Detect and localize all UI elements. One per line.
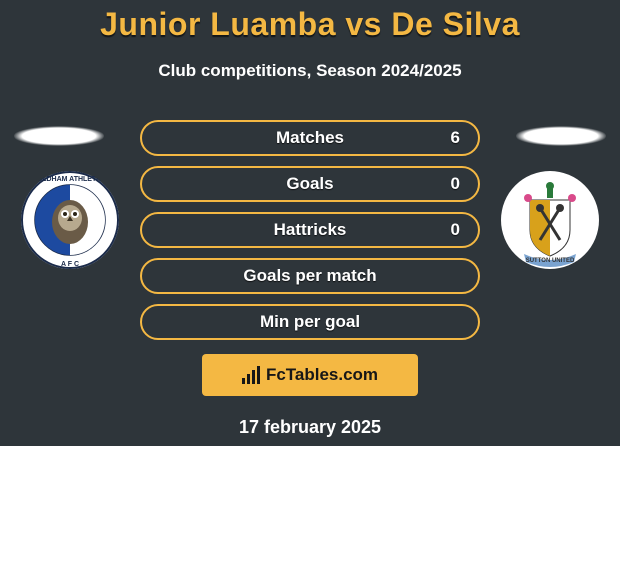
crest-left-badge: OLDHAM ATHLETIC A F C (20, 170, 120, 270)
generated-date: 17 february 2025 (0, 417, 620, 438)
stat-value-right: 0 (451, 174, 460, 194)
svg-text:SUTTON UNITED: SUTTON UNITED (526, 258, 575, 264)
canvas: Junior Luamba vs De Silva Club competiti… (0, 0, 620, 580)
stat-label: Goals (286, 174, 333, 194)
club-crest-right: SUTTON UNITED (500, 170, 600, 270)
club-crest-left: OLDHAM ATHLETIC A F C (20, 170, 120, 270)
stats-list: Matches 6 Goals 0 Hattricks 0 Goals per … (140, 120, 480, 350)
bar-chart-icon (242, 366, 260, 384)
brand-text: FcTables.com (266, 365, 378, 385)
stat-row-goals-per-match: Goals per match (140, 258, 480, 294)
svg-text:OLDHAM ATHLETIC: OLDHAM ATHLETIC (37, 176, 104, 183)
top-panel: Junior Luamba vs De Silva Club competiti… (0, 0, 620, 446)
stat-row-matches: Matches 6 (140, 120, 480, 156)
stat-value-right: 0 (451, 220, 460, 240)
crest-left-svg: OLDHAM ATHLETIC A F C (20, 170, 120, 270)
stat-label: Hattricks (274, 220, 347, 240)
stat-row-min-per-goal: Min per goal (140, 304, 480, 340)
svg-text:A F C: A F C (61, 261, 79, 268)
stat-label: Goals per match (243, 266, 376, 286)
brand-badge[interactable]: FcTables.com (202, 354, 418, 396)
crest-right-badge: SUTTON UNITED (500, 170, 600, 270)
stat-label: Matches (276, 128, 344, 148)
comparison-subtitle: Club competitions, Season 2024/2025 (0, 61, 620, 81)
stat-label: Min per goal (260, 312, 360, 332)
comparison-title: Junior Luamba vs De Silva (0, 0, 620, 43)
stat-value-right: 6 (451, 128, 460, 148)
stat-row-hattricks: Hattricks 0 (140, 212, 480, 248)
player-right-nametag (516, 124, 606, 148)
crest-right-svg: SUTTON UNITED (500, 170, 600, 270)
stat-row-goals: Goals 0 (140, 166, 480, 202)
player-left-nametag (14, 124, 104, 148)
